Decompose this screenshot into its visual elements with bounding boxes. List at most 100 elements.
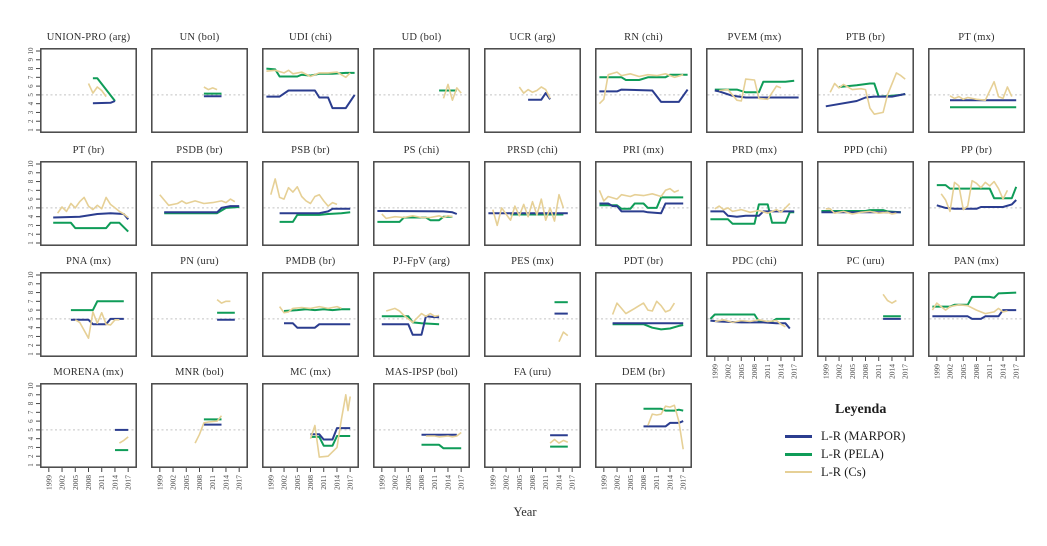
x-tick-label: 2005 <box>959 364 968 379</box>
legend-line-swatch-cs <box>785 471 812 473</box>
x-tick-label: 2014 <box>443 475 452 490</box>
series-line-marpor <box>825 93 906 108</box>
x-tick-label: 2008 <box>528 475 537 490</box>
y-tick-label: 8 <box>27 66 35 70</box>
series-line-pela <box>710 203 795 225</box>
x-axis-title: Year <box>513 505 537 519</box>
series-line-marpor <box>599 88 689 103</box>
y-tick-label: 1 <box>27 241 35 245</box>
x-tick-label: 2008 <box>972 364 981 379</box>
series-line-pela <box>53 221 129 233</box>
x-tick-label: 2011 <box>97 475 106 490</box>
panel-plot <box>595 48 692 133</box>
panel-title: MORENA (mx) <box>53 367 124 378</box>
series-line-cs <box>549 438 569 444</box>
series-line-cs <box>825 207 897 215</box>
x-tick-label: 2005 <box>71 475 80 490</box>
x-tick-label: 1999 <box>821 364 830 379</box>
panel-plot: 1999 2002 2005 2008 2011 2014 2017 <box>817 272 914 379</box>
y-tick-label: 2 <box>27 454 35 458</box>
series-line-marpor <box>266 89 356 110</box>
x-tick-label: 2017 <box>235 475 244 490</box>
y-tick-label: 5 <box>27 93 35 97</box>
series-line-cs <box>518 86 551 99</box>
legend-item-pela: L-R (PELA) <box>785 447 1005 461</box>
x-tick-label: 2005 <box>848 364 857 379</box>
y-tick-label: 8 <box>27 179 35 183</box>
x-tick-label: 2014 <box>665 475 674 490</box>
series-line-pela <box>936 184 1018 200</box>
panel-plot <box>928 48 1025 133</box>
y-tick-label: 7 <box>27 188 35 192</box>
panel-plot <box>595 161 692 246</box>
x-tick-label: 1999 <box>266 475 275 490</box>
series-line-cs <box>442 83 462 102</box>
legend-line-swatch-pela <box>785 452 812 456</box>
x-tick-label: 2017 <box>124 475 133 490</box>
panel-border <box>262 383 359 468</box>
panel-plot: 1 2 3 4 5 6 7 8 9 10 1999 2002 2005 2008 2011 2014 2017 <box>27 382 137 490</box>
panel-title: PRSD (chi) <box>507 145 558 156</box>
x-tick-label: 2002 <box>58 475 67 490</box>
x-tick-label: 2011 <box>430 475 439 490</box>
y-tick-label: 5 <box>27 317 35 321</box>
panel-title: PPD (chi) <box>843 145 888 156</box>
series-line-marpor <box>599 202 684 215</box>
y-tick-label: 4 <box>27 325 35 329</box>
series-line-cs <box>882 293 897 304</box>
panel-title: PES (mx) <box>511 256 554 267</box>
x-tick-label: 1999 <box>155 475 164 490</box>
y-tick-label: 6 <box>27 308 35 312</box>
x-tick-label: 2005 <box>737 364 746 379</box>
y-tick-label: 10 <box>27 271 35 279</box>
series-line-cs <box>598 71 684 105</box>
series-line-cs <box>385 307 440 324</box>
y-tick-label: 4 <box>27 214 35 218</box>
series-line-marpor <box>643 420 684 428</box>
panel-plot: 1999 2002 2005 2008 2011 2014 2017 <box>928 272 1025 379</box>
y-tick-label: 1 <box>27 128 35 132</box>
series-line-cs <box>203 86 218 91</box>
series-line-cs <box>647 404 684 450</box>
panel-plot <box>706 161 803 246</box>
panel-plot <box>706 48 803 133</box>
x-tick-label: 1999 <box>377 475 386 490</box>
panel-border <box>595 272 692 357</box>
panel-title: PVEM (mx) <box>727 32 782 43</box>
panel-title: PTB (br) <box>845 32 886 43</box>
x-tick-label: 2002 <box>280 475 289 490</box>
panel-title: PJ-FpV (arg) <box>392 256 451 267</box>
series-line-cs <box>714 318 786 328</box>
panel-plot: 1999 2002 2005 2008 2011 2014 2017 <box>262 383 359 490</box>
y-tick-label: 7 <box>27 75 35 79</box>
series-line-cs <box>56 196 129 219</box>
panel-title: PT (mx) <box>958 32 995 43</box>
x-tick-label: 2014 <box>776 364 785 379</box>
series-line-pela <box>92 77 116 102</box>
x-tick-label: 2014 <box>998 364 1007 379</box>
panel-title: PP (br) <box>960 145 993 156</box>
x-tick-label: 2008 <box>639 475 648 490</box>
series-line-marpor <box>936 199 1017 210</box>
panel-title: PS (chi) <box>403 145 440 156</box>
y-tick-label: 10 <box>27 160 35 168</box>
panel-border <box>40 161 137 246</box>
series-line-marpor <box>714 89 799 99</box>
panel-title: UN (bol) <box>179 32 220 43</box>
panel-border <box>706 161 803 246</box>
y-tick-label: 7 <box>27 410 35 414</box>
legend-label: L-R (MARPOR) <box>821 428 906 443</box>
x-tick-label: 1999 <box>488 475 497 490</box>
series-line-cs <box>425 431 462 438</box>
panel-border <box>373 383 470 468</box>
y-tick-label: 2 <box>27 343 35 347</box>
series-line-cs <box>216 298 231 304</box>
panel-plot: 1999 2002 2005 2008 2011 2014 2017 <box>151 383 248 490</box>
y-tick-label: 10 <box>27 382 35 390</box>
panel-title: PT (br) <box>72 145 105 156</box>
panel-border <box>373 161 470 246</box>
y-tick-label: 5 <box>27 206 35 210</box>
y-tick-label: 2 <box>27 232 35 236</box>
panel-border <box>40 272 137 357</box>
